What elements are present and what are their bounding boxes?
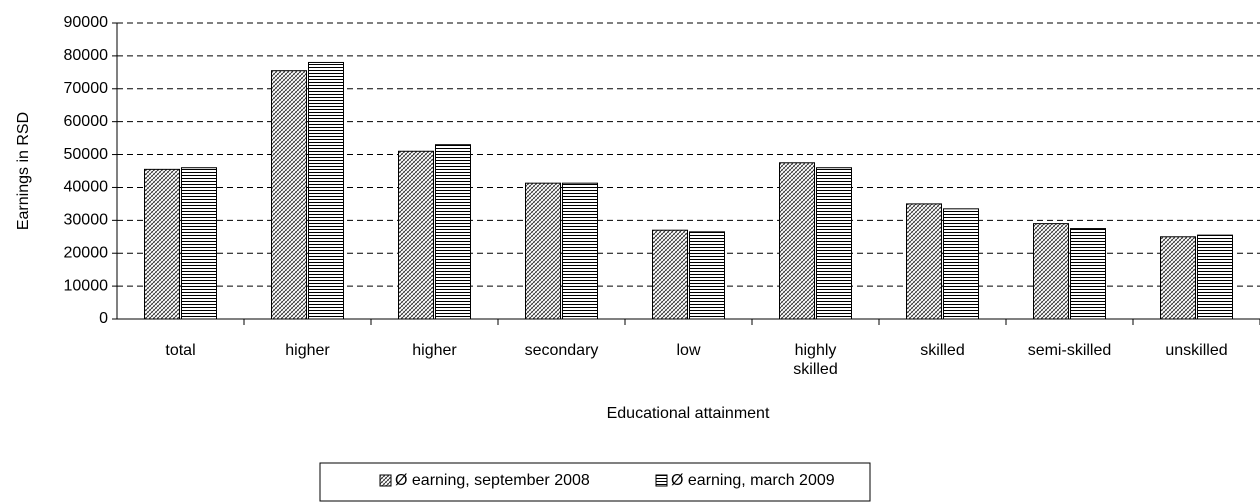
- bar: [816, 167, 852, 320]
- bar: [525, 182, 561, 320]
- y-tick-label: 70000: [64, 80, 109, 97]
- bar: [308, 61, 344, 320]
- y-tick-label: 40000: [64, 179, 109, 196]
- y-axis-label: Earnings in RSD: [15, 112, 32, 230]
- x-tick-label: semi-skilled: [1027, 342, 1112, 359]
- x-tick-label: secondary: [524, 342, 599, 359]
- x-tick-label: unskilled: [1165, 342, 1228, 359]
- x-tick-label: higher: [285, 342, 330, 359]
- bar: [181, 167, 217, 320]
- x-axis-label: Educational attainment: [607, 405, 770, 422]
- bar: [1160, 236, 1196, 320]
- legend-swatch: [379, 474, 392, 487]
- bar: [779, 162, 815, 320]
- x-tick-label: higher: [412, 342, 457, 359]
- bar: [398, 150, 434, 320]
- y-tick-label: 80000: [64, 47, 109, 64]
- bar: [144, 168, 180, 320]
- y-tick-label: 0: [99, 310, 108, 327]
- bar: [1033, 223, 1069, 320]
- x-tick-label: low: [676, 342, 701, 359]
- y-tick-label: 60000: [64, 113, 109, 130]
- bar: [271, 70, 307, 320]
- bar: [562, 182, 598, 320]
- bar: [943, 208, 979, 320]
- y-tick-label: 50000: [64, 146, 109, 163]
- legend-swatch: [655, 474, 668, 487]
- y-tick-label: 30000: [64, 212, 109, 229]
- bar: [689, 231, 725, 320]
- bar: [1070, 228, 1106, 320]
- bar: [906, 203, 942, 320]
- legend-box: [319, 462, 871, 502]
- bar: [1197, 234, 1233, 320]
- y-tick-label: 10000: [64, 277, 109, 294]
- x-tick-label: total: [165, 342, 196, 359]
- bar: [435, 144, 471, 320]
- x-tick-label: skilled: [920, 342, 965, 359]
- x-tick-label: highly skilled: [793, 342, 838, 378]
- y-tick-label: 20000: [64, 244, 109, 261]
- bar: [652, 229, 688, 320]
- legend-label: Ø earning, september 2008: [395, 472, 590, 489]
- legend-label: Ø earning, march 2009: [671, 472, 835, 489]
- y-tick-label: 90000: [64, 14, 109, 31]
